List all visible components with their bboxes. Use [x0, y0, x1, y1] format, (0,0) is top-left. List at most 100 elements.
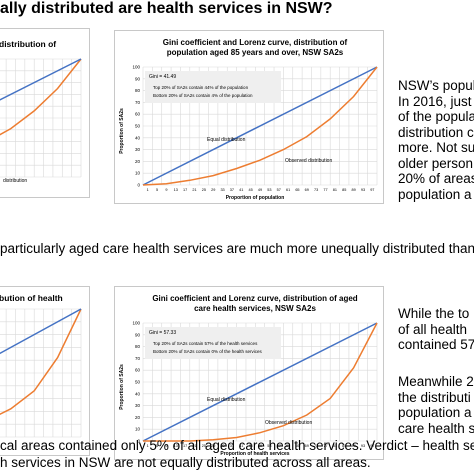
chart-top-right-note-1: Top 20% of SA2s contain 44% of the popul… — [153, 85, 249, 90]
x-tick-label: 9 — [165, 444, 167, 448]
bottom-text-line-1: cal areas contained only 5% of all aged … — [0, 438, 474, 453]
x-tick-label: 61 — [286, 188, 290, 192]
y-tick-label: 10 — [135, 427, 141, 432]
x-tick-label: 45 — [249, 188, 253, 192]
x-tick-label: 17 — [183, 444, 187, 448]
chart-top-right-title-line1: Gini coefficient and Lorenz curve, distr… — [163, 38, 348, 47]
x-tick-label: 17 — [183, 188, 187, 192]
chart-top-left-grid — [0, 58, 82, 178]
y-tick-label: 40 — [135, 391, 141, 396]
page-title: ally distributed are health services in … — [0, 0, 333, 17]
side-text-top-line: of the popula — [398, 109, 474, 124]
y-tick-label: 20 — [135, 159, 141, 164]
chart-top-right-gini: Gini = 41.49 — [149, 74, 176, 80]
chart-bottom-right: Gini coefficient and Lorenz curve, distr… — [114, 286, 384, 460]
chart-top-right-observed-label: Observed distribution — [285, 158, 332, 164]
y-tick-label: 20 — [135, 415, 141, 420]
chart-bottom-right-y-ticks: 0 10 20 30 40 50 60 70 80 90 100 — [132, 321, 140, 444]
x-tick-label: 49 — [258, 188, 262, 192]
y-tick-label: 80 — [135, 88, 141, 93]
y-tick-label: 30 — [135, 403, 141, 408]
x-tick-label: 61 — [286, 444, 290, 448]
x-tick-label: 5 — [156, 188, 158, 192]
chart-bottom-right-title-line2: care health services, NSW SA2s — [194, 304, 316, 313]
x-tick-label: 97 — [370, 444, 374, 448]
chart-bottom-left-svg: bution of health — [0, 293, 82, 438]
chart-top-right-title-line2: population aged 85 years and over, NSW S… — [167, 48, 344, 57]
side-text-bottom-line: contained 57 — [398, 337, 474, 352]
x-tick-label: 89 — [351, 444, 355, 448]
x-tick-label: 53 — [267, 444, 271, 448]
x-tick-label: 33 — [220, 444, 224, 448]
x-tick-label: 37 — [230, 444, 234, 448]
chart-top-right-observed-line — [142, 66, 378, 186]
x-tick-label: 69 — [305, 444, 309, 448]
x-tick-label: 77 — [323, 444, 327, 448]
chart-bottom-right-x-label: Proportion of health services — [220, 451, 289, 457]
x-tick-label: 57 — [277, 444, 281, 448]
chart-bottom-right-note-2: Bottom 20% of SA2s contain 0% of the hea… — [153, 349, 263, 354]
chart-bottom-left: bution of health — [0, 286, 90, 456]
chart-bottom-right-equal-label: Equal distribution — [207, 397, 246, 403]
x-tick-label: 29 — [211, 444, 215, 448]
side-text-bottom-line: Meanwhile 2 — [398, 374, 474, 389]
x-tick-label: 25 — [202, 444, 206, 448]
chart-top-right-annotation-box — [145, 71, 281, 103]
x-tick-label: 13 — [174, 188, 178, 192]
x-tick-label: 93 — [361, 444, 365, 448]
chart-top-left-legend: distribution — [3, 178, 27, 184]
chart-bottom-left-grid — [0, 308, 82, 438]
x-tick-label: 21 — [192, 444, 196, 448]
chart-bottom-right-note-1: Top 20% of SA2s contain 57% of the healt… — [153, 341, 258, 346]
chart-bottom-right-equal-line — [142, 322, 378, 442]
chart-top-left-svg: distribution of distribution — [0, 39, 82, 184]
y-tick-label: 50 — [135, 124, 141, 129]
y-tick-label: 60 — [135, 368, 141, 373]
side-text-bottom-line: the distributi — [398, 389, 471, 405]
y-tick-label: 60 — [135, 112, 141, 117]
x-tick-label: 97 — [370, 188, 374, 192]
chart-bottom-right-y-label: Proportion of SA2s — [119, 364, 125, 410]
y-tick-label: 100 — [132, 321, 140, 326]
x-tick-label: 25 — [202, 188, 206, 192]
side-text-top-line: population a — [398, 186, 472, 202]
side-text-bottom-2: Meanwhile 2 the distributi population a … — [398, 374, 474, 436]
x-tick-label: 45 — [249, 444, 253, 448]
x-tick-label: 81 — [333, 444, 337, 448]
chart-top-right-x-ticks: 1 5 9 13 17 21 25 29 33 37 41 45 49 53 57 61 65 69 73 77 81 8… — [147, 188, 375, 192]
chart-bottom-right-annotation-box — [145, 327, 281, 359]
chart-bottom-right-gini: Gini = 57.33 — [149, 330, 176, 336]
side-text-top-line: 20% of areas — [398, 171, 474, 186]
side-text-bottom-line: While the to — [398, 306, 470, 321]
x-tick-label: 33 — [220, 188, 224, 192]
side-text-top-line: more. Not su — [398, 140, 474, 155]
x-tick-label: 1 — [147, 188, 149, 192]
x-tick-label: 5 — [156, 444, 158, 448]
y-tick-label: 70 — [135, 356, 141, 361]
x-tick-label: 57 — [277, 188, 281, 192]
x-tick-label: 65 — [295, 188, 299, 192]
x-tick-label: 1 — [147, 444, 149, 448]
chart-bottom-right-x-ticks: 1 5 9 13 17 21 25 29 33 37 41 45 49 53 57 61 65 69 73 77 81 8… — [147, 444, 375, 448]
chart-bottom-left-observed-line — [0, 308, 82, 415]
chart-top-right-equal-line — [142, 66, 378, 186]
x-tick-label: 37 — [230, 188, 234, 192]
x-tick-label: 41 — [239, 188, 243, 192]
chart-bottom-left-equal-line — [0, 308, 82, 355]
x-tick-label: 89 — [351, 188, 355, 192]
y-tick-label: 90 — [135, 332, 141, 337]
x-tick-label: 65 — [295, 444, 299, 448]
x-tick-label: 73 — [314, 444, 318, 448]
side-text-bottom-line: of all health — [398, 321, 468, 337]
x-tick-label: 73 — [314, 188, 318, 192]
side-text-top-line: In 2016, just — [398, 93, 472, 109]
x-tick-label: 21 — [192, 188, 196, 192]
y-tick-label: 10 — [135, 171, 141, 176]
chart-top-right-equal-label: Equal distribution — [207, 137, 246, 143]
y-tick-label: 80 — [135, 344, 141, 349]
y-tick-label: 90 — [135, 76, 141, 81]
side-text-top-line: NSW’s popul — [398, 78, 474, 93]
chart-top-right-note-2: Bottom 20% of SA2s contain 4% of the pop… — [153, 93, 253, 98]
chart-top-left: distribution of distribution — [0, 28, 90, 198]
chart-top-right-y-label: Proportion of SA2s — [119, 108, 125, 154]
